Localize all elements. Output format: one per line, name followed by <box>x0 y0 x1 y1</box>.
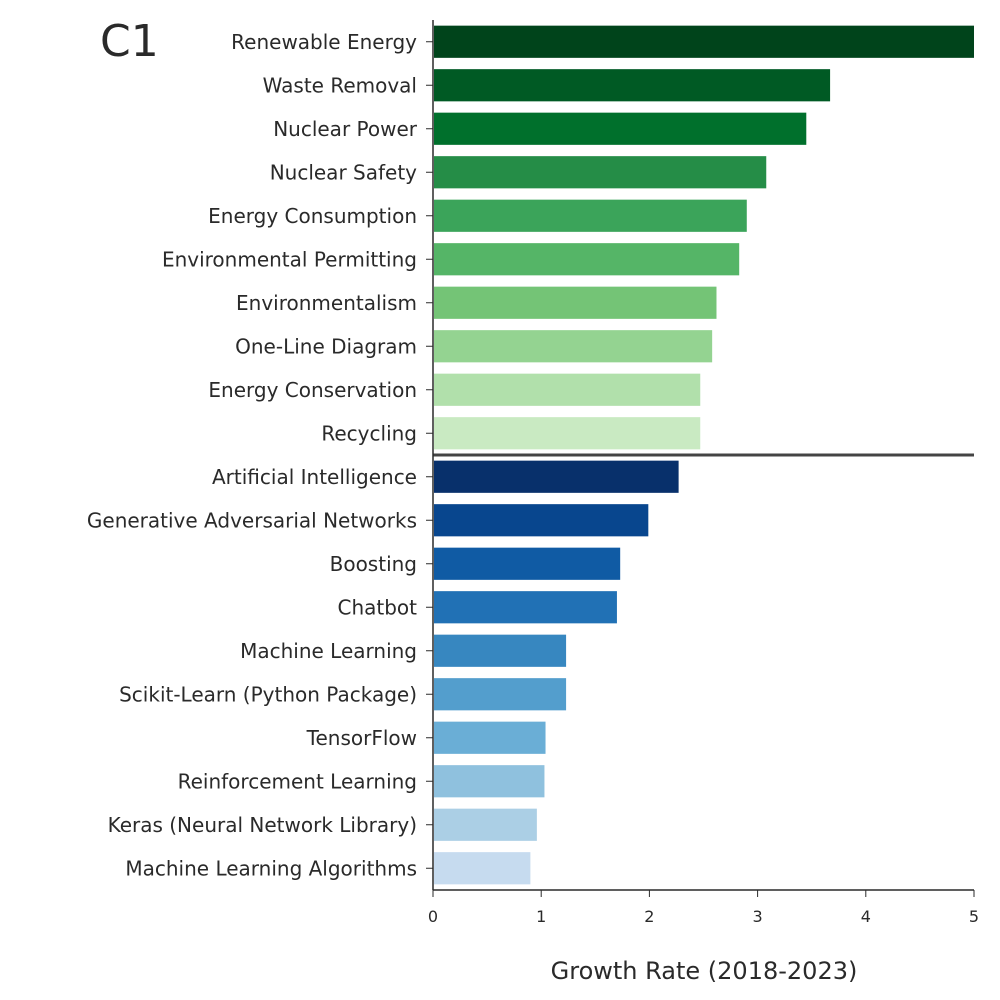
category-label: Environmental Permitting <box>162 247 417 271</box>
bar-machine-learning-algorithms <box>434 852 531 885</box>
bar-scikit-learn-python-package <box>434 678 567 711</box>
category-label: Energy Consumption <box>208 204 417 228</box>
category-label: Nuclear Power <box>273 117 418 141</box>
bar-nuclear-safety <box>434 156 767 189</box>
bar-machine-learning <box>434 634 567 667</box>
bar-reinforcement-learning <box>434 765 545 798</box>
bar-environmental-permitting <box>434 243 740 276</box>
x-tick-label: 1 <box>536 907 546 926</box>
bar-artificial-intelligence <box>434 460 679 493</box>
bar-generative-adversarial-networks <box>434 504 649 537</box>
x-tick-label: 2 <box>644 907 654 926</box>
x-axis-title: Growth Rate (2018-2023) <box>551 957 858 985</box>
bar-boosting <box>434 547 621 580</box>
category-label: Waste Removal <box>263 73 417 97</box>
bar-renewable-energy <box>434 25 974 58</box>
category-label: Boosting <box>330 552 417 576</box>
panel-label: C1 <box>100 16 159 67</box>
category-label: One-Line Diagram <box>235 334 417 358</box>
category-label: Renewable Energy <box>231 30 417 54</box>
category-label: Machine Learning Algorithms <box>125 856 417 880</box>
x-tick-label: 0 <box>428 907 438 926</box>
bar-keras-neural-network-library <box>434 808 537 841</box>
x-tick-label: 3 <box>753 907 763 926</box>
bar-nuclear-power <box>434 112 807 145</box>
category-label: Recycling <box>321 421 417 445</box>
category-label: Scikit-Learn (Python Package) <box>119 682 417 706</box>
bar-environmentalism <box>434 286 717 319</box>
category-label: Keras (Neural Network Library) <box>108 813 417 837</box>
category-label: Generative Adversarial Networks <box>87 508 417 532</box>
bar-energy-consumption <box>434 199 747 232</box>
x-tick-label: 5 <box>969 907 979 926</box>
category-label: Machine Learning <box>240 639 417 663</box>
bar-recycling <box>434 417 701 450</box>
category-label: Reinforcement Learning <box>178 769 417 793</box>
bar-tensorflow <box>434 721 546 754</box>
x-tick-label: 4 <box>861 907 871 926</box>
category-label: Chatbot <box>337 595 417 619</box>
bar-one-line-diagram <box>434 330 713 363</box>
category-label: Environmentalism <box>236 291 417 315</box>
category-label: Nuclear Safety <box>270 160 417 184</box>
bar-waste-removal <box>434 69 831 102</box>
bar-energy-conservation <box>434 373 701 406</box>
bar-chatbot <box>434 591 617 624</box>
category-label: Artificial Intelligence <box>212 465 417 489</box>
category-label: TensorFlow <box>306 726 417 750</box>
category-label: Energy Conservation <box>208 378 417 402</box>
